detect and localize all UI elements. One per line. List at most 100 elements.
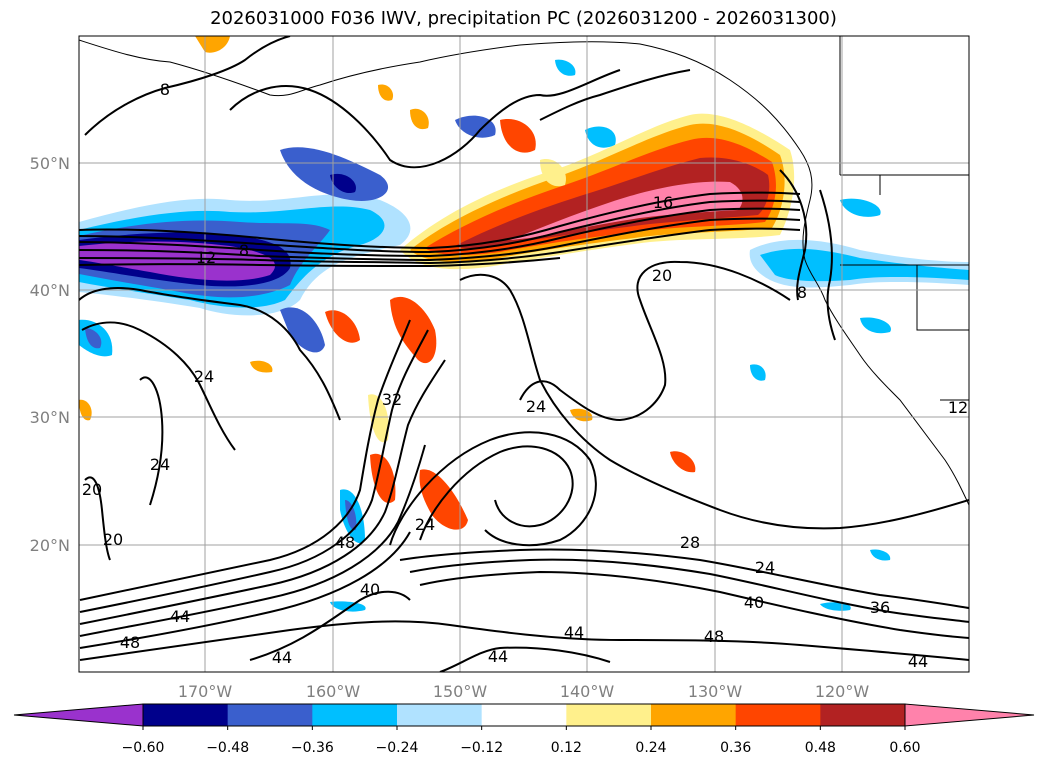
contour-north-east [539, 69, 691, 121]
contour-label: 48 [704, 627, 724, 646]
longitude-label: 120°W [815, 682, 870, 701]
colorbar-frame [142, 703, 906, 727]
contour-labels: 8 12 8 16 20 8 24 24 32 24 20 20 48 24 28 24 40 40 36 44 44 4… [82, 80, 968, 671]
longitude-label: 130°W [688, 682, 743, 701]
contour-label: 12 [948, 398, 968, 417]
alaska-coast [79, 39, 801, 151]
contour-wave-3 [79, 207, 801, 258]
pos-mid-1 [325, 310, 360, 343]
contour-swirl-3 [399, 548, 969, 609]
colorbar-segment [227, 704, 313, 726]
pos-mid-small1 [250, 360, 273, 373]
contour-label: 24 [755, 558, 775, 577]
precipitation-fills [79, 36, 969, 612]
contour-loop-2 [79, 329, 429, 613]
border-line-3 [916, 265, 969, 331]
pos-north-1 [410, 108, 429, 130]
contour-wave-6 [79, 257, 561, 268]
contour-20-south [84, 476, 111, 561]
colorbar-tick-label: 0.12 [551, 740, 582, 756]
contour-loop-5 [79, 531, 411, 649]
colorbar-tick-label: 0.36 [720, 740, 751, 756]
pos-north-2 [378, 84, 394, 101]
contour-south-40 [249, 590, 411, 661]
contour-swirl-2 [389, 431, 597, 547]
contour-wave-1 [79, 191, 801, 250]
longitude-labels: 170°W 160°W 150°W 140°W 130°W 120°W [178, 682, 870, 701]
neg-coast-blob2 [860, 317, 891, 334]
neg-gulf-2 [585, 126, 616, 148]
contour-20 [79, 287, 341, 421]
pos-plume-pink [510, 181, 743, 240]
contour-label: 20 [652, 266, 672, 285]
colorbar-tick-label: −0.36 [291, 740, 334, 756]
neg-east-small1 [750, 364, 766, 381]
contour-wave-2 [79, 199, 801, 254]
contour-24-loop [81, 321, 236, 451]
contour-8-north [84, 36, 291, 136]
contour-wave-5 [79, 227, 801, 265]
iwv-contours [79, 36, 969, 672]
pos-south-2 [419, 469, 468, 530]
contour-label: 24 [415, 515, 435, 534]
longitude-label: 160°W [306, 682, 361, 701]
pos-gulf-2 [540, 159, 566, 187]
neg-gulf-3 [555, 59, 576, 76]
neg-south-small [330, 601, 366, 612]
latitude-label: 40°N [30, 281, 70, 300]
colorbar-extend-min [13, 703, 144, 727]
contour-label: 48 [120, 633, 140, 652]
neg-east-small3 [820, 602, 851, 611]
contour-24-mid [139, 376, 164, 506]
contour-label: 12 [196, 248, 216, 267]
contour-label: 44 [908, 652, 928, 671]
contour-label: 44 [170, 607, 190, 626]
contour-swirl-1 [419, 445, 574, 541]
neg-coast-blob [840, 198, 881, 217]
longitude-label: 150°W [433, 682, 488, 701]
colorbar-tick-label: 0.24 [635, 740, 666, 756]
contour-label: 24 [194, 367, 214, 386]
colorbar-tick-label: 0.60 [889, 740, 920, 756]
contour-loop-3 [79, 359, 446, 625]
contour-label: 44 [488, 647, 508, 666]
contour-label: 8 [239, 241, 249, 260]
latitude-label: 30°N [30, 408, 70, 427]
contour-label: 28 [680, 533, 700, 552]
colorbar-tick-label: −0.60 [122, 740, 165, 756]
colorbar-segment [397, 704, 483, 726]
contour-swirl-4 [409, 558, 969, 623]
colorbar-segment [312, 704, 398, 726]
contour-label: 32 [382, 390, 402, 409]
contour-wave-4 [79, 217, 801, 262]
contour-label: 44 [272, 648, 292, 667]
pos-east-small1 [670, 451, 696, 473]
contour-label: 16 [653, 193, 673, 212]
neg-gulf-1 [455, 115, 496, 138]
coastlines [79, 36, 969, 506]
contour-east-big [459, 273, 969, 530]
pos-mid-2 [390, 296, 437, 364]
latitude-label: 50°N [30, 154, 70, 173]
contour-label: 40 [360, 580, 380, 599]
pos-north-3 [195, 36, 230, 53]
colorbar-tick-label: −0.12 [460, 740, 503, 756]
colorbar-segment [481, 704, 567, 726]
pos-gulf-1 [500, 119, 536, 153]
contour-loop-4 [79, 444, 426, 637]
chart-title: 2026031000 F036 IWV, precipitation PC (2… [210, 8, 837, 29]
colorbar-extend-max [904, 703, 1035, 727]
contour-label: 24 [526, 397, 546, 416]
contour-south-48 [439, 646, 611, 672]
map-frame [78, 35, 970, 673]
longitude-label: 140°W [560, 682, 615, 701]
pos-west-small [79, 399, 92, 421]
colorbar-segment [651, 704, 737, 726]
bc-coast [799, 149, 969, 506]
latitude-label: 20°N [30, 536, 70, 555]
contour-north-loop [229, 69, 621, 169]
longitude-label: 170°W [178, 682, 233, 701]
contour-coast-8 [779, 169, 808, 301]
neg-north-navy [330, 173, 356, 194]
